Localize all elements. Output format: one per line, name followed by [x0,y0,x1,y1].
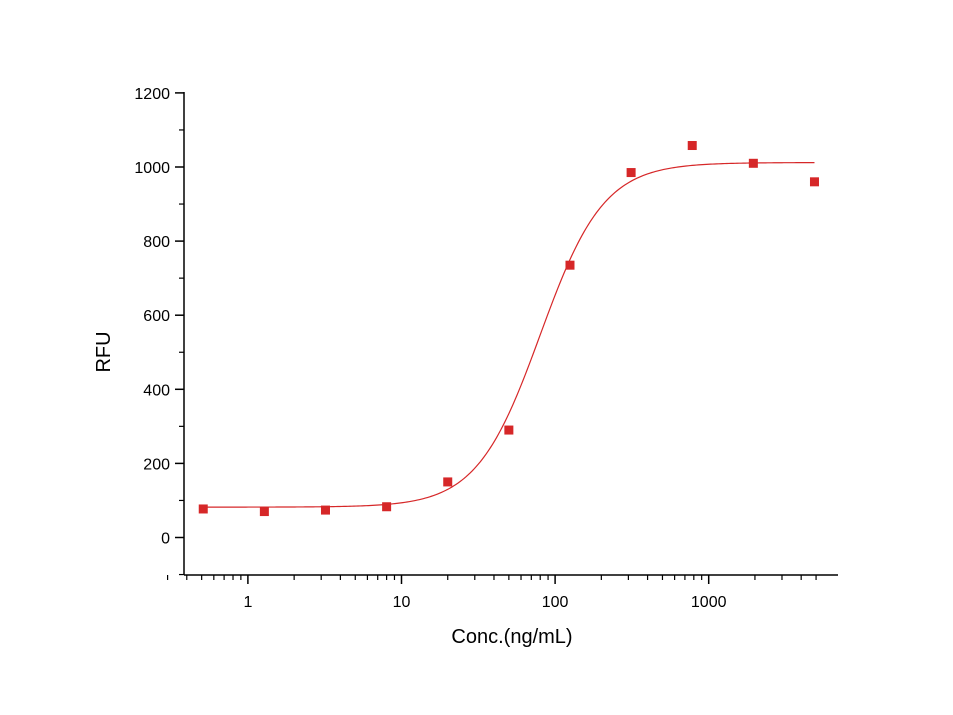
axes [166,92,838,584]
y-tick-label: 800 [143,234,170,251]
y-axis-title: RFU [93,331,115,372]
x-tick-label: 10 [393,594,411,611]
data-point [443,477,453,487]
data-point [320,505,330,515]
data-points-group [198,141,819,517]
fit-curve [203,162,815,508]
data-point [809,177,819,187]
data-point [565,260,575,270]
data-point [382,502,392,512]
x-tick-label: 1 [243,594,252,611]
y-tick-label: 1200 [134,86,170,103]
x-tick-label: 100 [542,594,569,611]
data-point [687,141,697,151]
data-point [259,507,269,517]
data-point [198,504,208,514]
y-tick-label: 600 [143,308,170,325]
x-axis-title: Conc.(ng/mL) [451,626,572,648]
x-tick-label: 1000 [691,594,727,611]
data-point [748,158,758,168]
y-tick-label: 0 [161,531,170,548]
tick-labels-group: 1 10 100 1000 0 200 400 600 800 1000 1200 [134,86,726,611]
y-tick-label: 200 [143,456,170,473]
y-tick-label: 400 [143,382,170,399]
y-tick-label: 1000 [134,160,170,177]
data-point [504,425,514,435]
fit-curve-group [203,162,815,508]
data-point [626,168,636,178]
